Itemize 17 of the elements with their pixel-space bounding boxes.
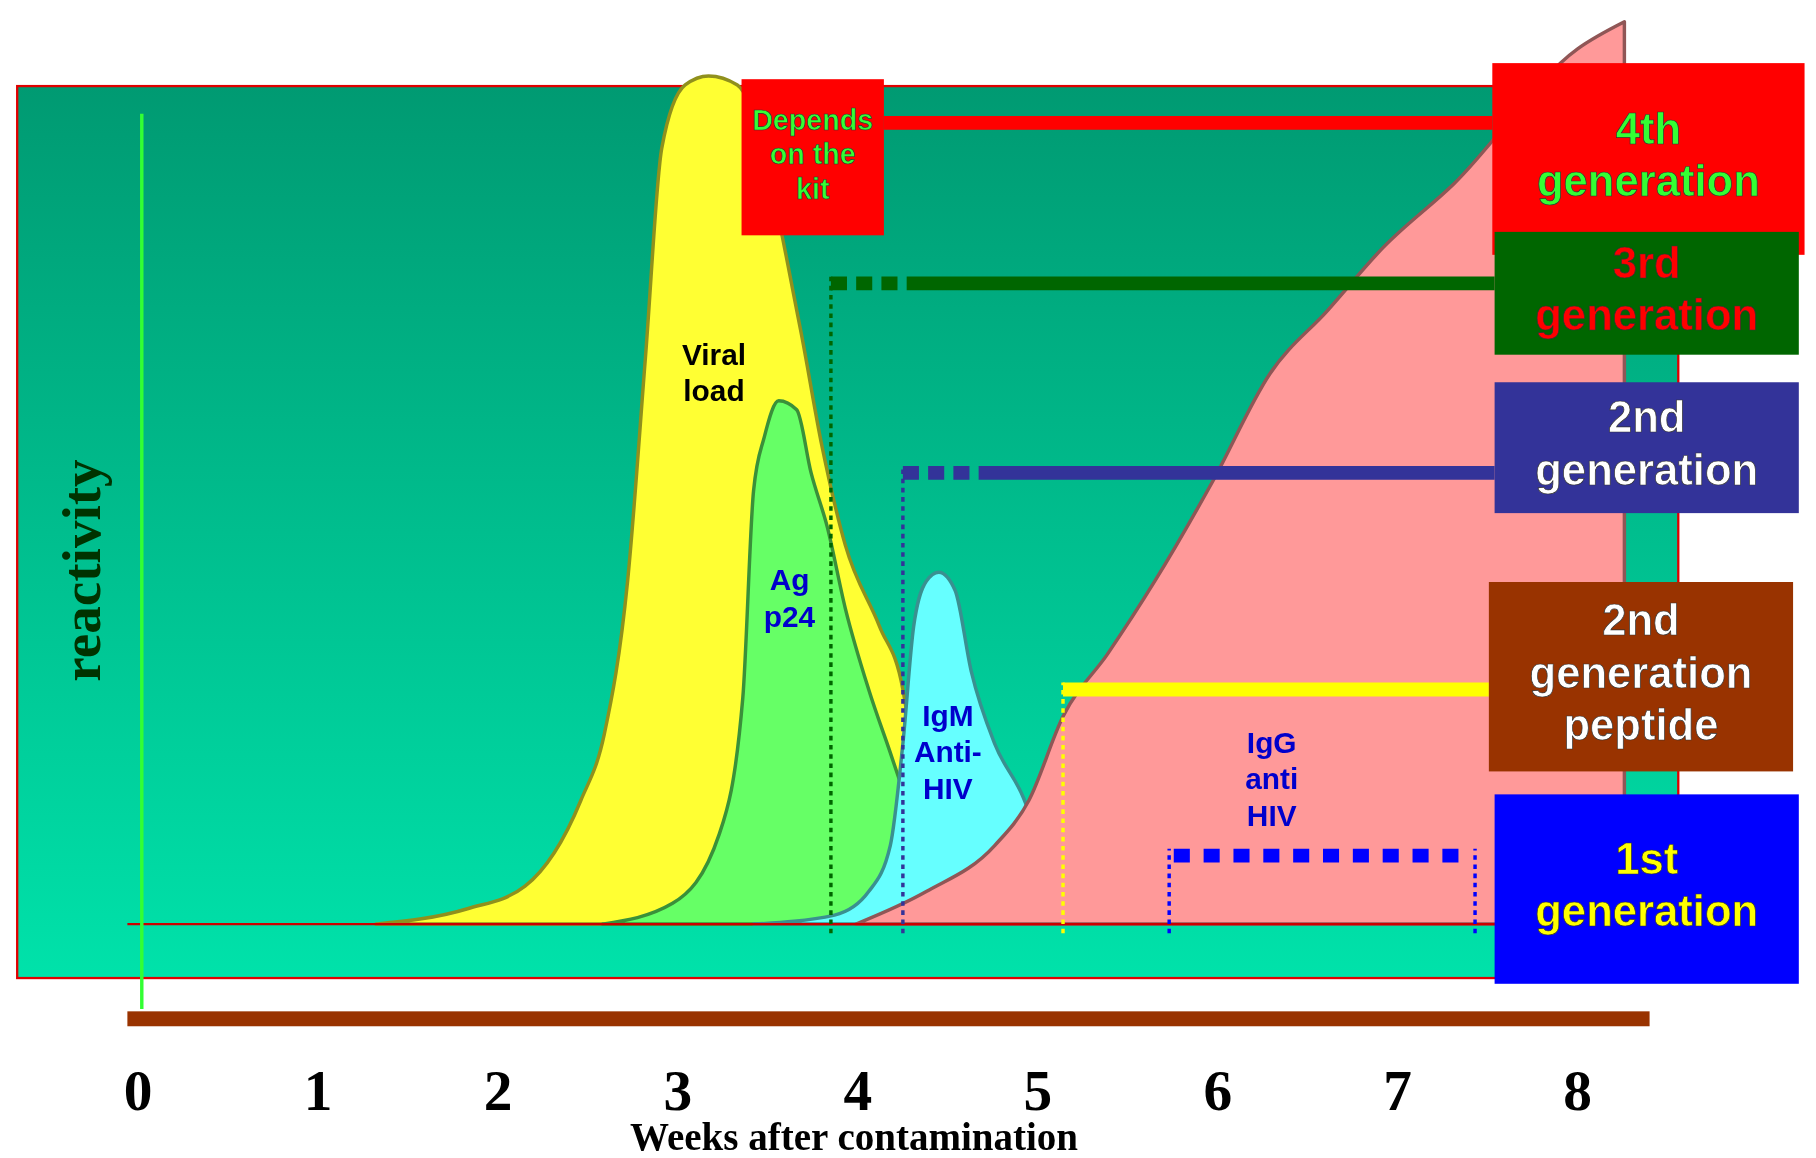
y-axis-title: reactivity — [50, 458, 112, 682]
x-tick-label: 1 — [303, 1059, 333, 1123]
series-label: IgG anti HIV — [1245, 725, 1299, 833]
series-label: Viral load — [681, 337, 747, 408]
ref-line-label: 2nd generation — [1535, 393, 1759, 494]
x-tick-label: 6 — [1203, 1059, 1233, 1123]
series-label: IgM Anti-HIV — [913, 698, 982, 806]
annotation: Depends on the kit — [752, 103, 874, 205]
x-tick-label: 7 — [1383, 1059, 1413, 1123]
x-tick-label: 8 — [1563, 1059, 1592, 1123]
ref-line-label: 3rd generation — [1535, 239, 1759, 340]
x-tick-label: 0 — [123, 1059, 153, 1123]
x-tick-label: 2 — [483, 1059, 513, 1123]
series-label: Ag p24 — [763, 563, 816, 633]
ref-line-label: 4th generation — [1536, 104, 1760, 206]
ref-line-label: 1st generation — [1535, 834, 1759, 936]
ref-line-label: 2nd generation peptide — [1529, 596, 1753, 749]
